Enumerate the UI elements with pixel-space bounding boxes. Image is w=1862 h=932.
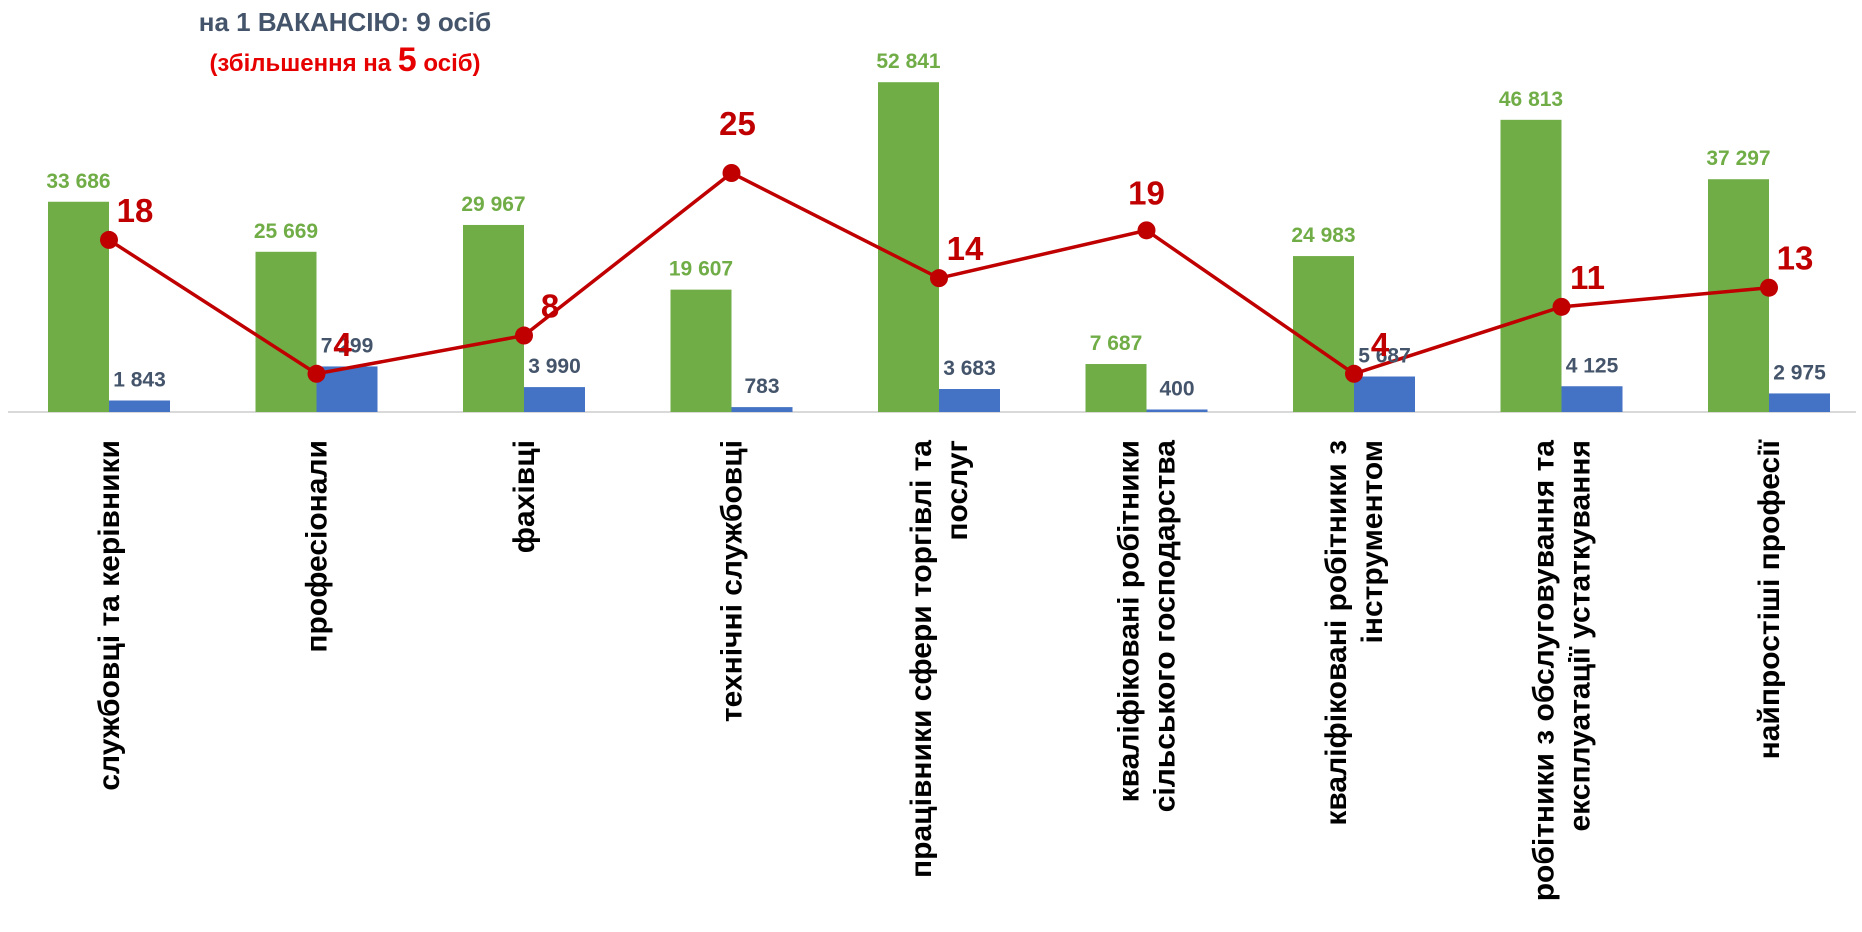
marker-ratio-4 xyxy=(930,269,948,288)
marker-ratio-1 xyxy=(307,364,326,383)
bar-vacancies-2 xyxy=(463,224,524,412)
bar-candidates-4 xyxy=(939,389,1000,412)
bar-candidates-7 xyxy=(1561,386,1623,412)
data-label-blue-8: 2 975 xyxy=(1773,361,1826,384)
data-label-blue-3: 783 xyxy=(744,375,779,398)
data-label-ratio-2: 8 xyxy=(541,288,559,325)
bar-candidates-3 xyxy=(731,407,793,412)
data-label-ratio-7: 11 xyxy=(1570,259,1605,296)
bar-vacancies-3 xyxy=(670,289,732,412)
bar-vacancies-0 xyxy=(48,201,109,412)
category-label-2: фахівці xyxy=(508,440,541,553)
data-label-ratio-5: 19 xyxy=(1128,174,1165,211)
bar-vacancies-6 xyxy=(1293,256,1354,412)
bar-candidates-2 xyxy=(524,387,585,412)
data-label-ratio-4: 14 xyxy=(947,230,984,267)
category-label-7: робітники з обслуговування та експлуатаці… xyxy=(1528,440,1597,902)
bar-vacancies-5 xyxy=(1085,364,1147,412)
bar-candidates-6 xyxy=(1354,376,1415,412)
bar-candidates-8 xyxy=(1769,393,1830,412)
category-layer: службовці та керівники професіонали фахівц… xyxy=(93,439,1786,901)
data-label-ratio-8: 13 xyxy=(1777,240,1814,277)
bar-candidates-1 xyxy=(316,366,378,412)
data-label-green-7: 46 813 xyxy=(1499,88,1563,111)
data-label-blue-7: 4 125 xyxy=(1566,354,1619,377)
bar-vacancies-4 xyxy=(878,82,939,412)
data-label-green-6: 24 983 xyxy=(1291,224,1355,247)
data-label-green-2: 29 967 xyxy=(461,193,525,216)
header-line2-number: 5 xyxy=(398,41,417,79)
marker-ratio-3 xyxy=(722,164,741,182)
data-label-blue-5: 400 xyxy=(1159,378,1194,401)
line-layer xyxy=(100,164,1778,383)
category-label-0: службовці та керівники xyxy=(93,440,126,791)
data-label-ratio-1: 4 xyxy=(333,326,352,363)
data-label-blue-4: 3 683 xyxy=(943,357,996,380)
bar-vacancies-7 xyxy=(1500,119,1562,412)
data-label-blue-0: 1 843 xyxy=(113,368,166,391)
marker-ratio-8 xyxy=(1760,278,1778,297)
marker-ratio-2 xyxy=(515,326,533,345)
bar-vacancies-8 xyxy=(1708,179,1769,412)
marker-ratio-0 xyxy=(100,230,118,249)
marker-ratio-6 xyxy=(1345,364,1363,383)
header-line2-prefix: (збільшення на xyxy=(209,50,397,77)
data-label-green-5: 7 687 xyxy=(1090,332,1143,355)
data-label-green-0: 33 686 xyxy=(46,170,110,193)
chart-header-line1: на 1 ВАКАНСІЮ: 9 осіб xyxy=(199,7,491,37)
category-label-6: кваліфіковані робітники з інструментом xyxy=(1320,440,1389,826)
labels-layer: 33 686 1 843 25 669 7 299 29 967 3 990 19 607 7… xyxy=(46,50,1826,400)
marker-ratio-5 xyxy=(1137,221,1156,240)
data-label-ratio-0: 18 xyxy=(117,192,154,229)
data-label-green-3: 19 607 xyxy=(669,258,733,281)
data-label-green-4: 52 841 xyxy=(876,50,941,73)
marker-ratio-7 xyxy=(1552,297,1571,316)
category-label-4: працівники сфери торгівлі та послуг xyxy=(905,440,974,878)
data-label-blue-1: 7 299 xyxy=(321,334,374,357)
bar-vacancies-1 xyxy=(255,251,317,412)
bar-candidates-0 xyxy=(109,400,170,412)
bars-layer xyxy=(48,82,1830,412)
data-label-ratio-6: 4 xyxy=(1371,326,1390,363)
category-label-3: технічні службовці xyxy=(716,440,749,722)
data-label-blue-2: 3 990 xyxy=(528,355,581,378)
category-label-1: професіонали xyxy=(301,440,334,653)
chart-header-line2: (збільшення на 5 осіб) xyxy=(209,41,480,79)
data-label-blue-6: 5 687 xyxy=(1358,345,1411,368)
category-label-5: кваліфіковані робітники сільського господ… xyxy=(1113,440,1182,813)
bar-candidates-5 xyxy=(1146,409,1208,412)
category-label-8: найпростіші професії xyxy=(1753,439,1786,759)
data-label-green-1: 25 669 xyxy=(254,220,318,243)
data-label-ratio-3: 25 xyxy=(719,105,756,142)
data-label-green-8: 37 297 xyxy=(1706,147,1770,170)
header-line2-suffix: осіб) xyxy=(417,50,481,77)
